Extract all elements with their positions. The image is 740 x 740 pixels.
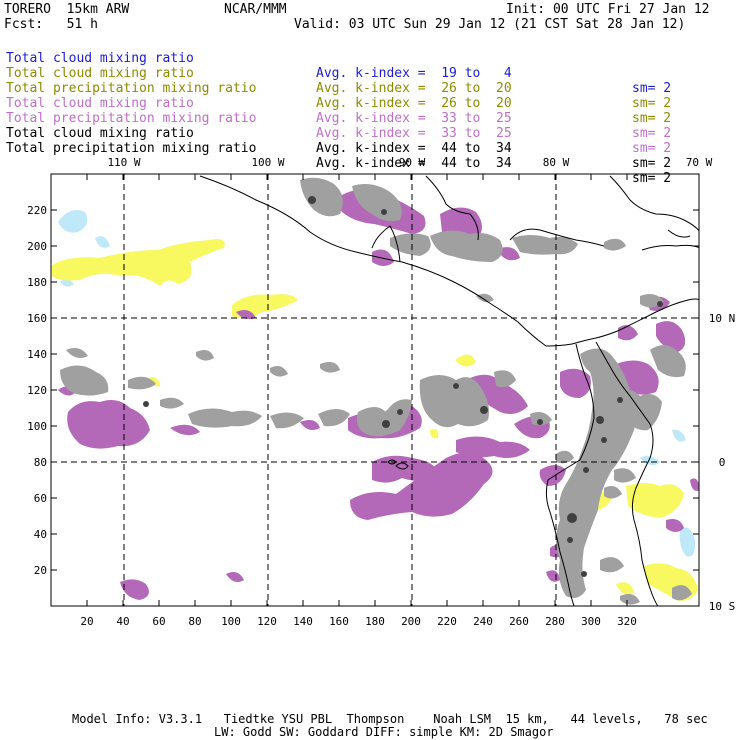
- x-tick-label: 260: [509, 615, 529, 628]
- legend-label: Total precipitation mixing ratio: [6, 81, 257, 96]
- legend-label: Total precipitation mixing ratio: [6, 111, 257, 126]
- longitude-label: 70 W: [686, 156, 713, 169]
- y-tick-label: 160: [27, 312, 47, 325]
- y-tick-label: 20: [34, 564, 47, 577]
- legend-sm: sm= 2: [632, 96, 672, 111]
- x-tick-label: 140: [293, 615, 313, 628]
- y-tick-label: 120: [27, 384, 47, 397]
- x-tick-label: 20: [80, 615, 93, 628]
- latitude-label: 10 S: [709, 600, 736, 613]
- init-time: Init: 00 UTC Fri 27 Jan 12: [506, 2, 710, 17]
- legend-label: Total cloud mixing ratio: [6, 51, 194, 66]
- legend-kindex: Avg. k-index = 44 to 34: [316, 141, 512, 156]
- dark-gray-shading: [143, 196, 663, 577]
- legend-kindex: Avg. k-index = 33 to 25: [316, 126, 512, 141]
- longitude-label: 100 W: [251, 156, 284, 169]
- x-tick-label: 240: [473, 615, 493, 628]
- legend-row: Total cloud mixing ratio Avg. k-index = …: [6, 51, 671, 126]
- legend-kindex: Avg. k-index = 26 to 20: [316, 81, 512, 96]
- latlon-grid: [51, 174, 699, 606]
- x-tick-label: 160: [329, 615, 349, 628]
- x-tick-label: 280: [545, 615, 565, 628]
- legend-row: Total precipitation mixing ratio Avg. k-…: [6, 96, 671, 171]
- x-tick-label: 300: [581, 615, 601, 628]
- legend-row: Total cloud mixing ratio Avg. k-index = …: [6, 81, 671, 156]
- latitude-label: 0: [719, 456, 726, 469]
- legend-kindex: Avg. k-index = 26 to 20: [316, 96, 512, 111]
- x-tick-label: 40: [116, 615, 129, 628]
- y-tick-label: 40: [34, 528, 47, 541]
- gray-shading: [60, 177, 692, 605]
- legend-sm: sm= 2: [632, 111, 672, 126]
- longitude-labels: 110 W 100 W 90 W 80 W 70 W: [107, 156, 712, 169]
- light-blue-shading: [58, 209, 696, 557]
- x-tick-label: 220: [437, 615, 457, 628]
- legend-sm: sm= 2: [632, 126, 672, 141]
- y-tick-label: 220: [27, 204, 47, 217]
- legend-label: Total precipitation mixing ratio: [6, 141, 257, 156]
- y-tick-label: 80: [34, 456, 47, 469]
- physics-info: LW: Godd SW: Goddard DIFF: simple KM: 2D…: [214, 725, 554, 739]
- legend-kindex: Avg. k-index = 33 to 25: [316, 111, 512, 126]
- x-tick-label: 180: [365, 615, 385, 628]
- x-tick-label: 80: [188, 615, 201, 628]
- center-label: NCAR/MMM: [224, 2, 287, 17]
- yellow-shading: [52, 239, 698, 601]
- legend-sm: sm= 2: [632, 171, 672, 186]
- valid-time: Valid: 03 UTC Sun 29 Jan 12 (21 CST Sat …: [294, 17, 686, 32]
- legend-sm: sm= 2: [632, 141, 672, 156]
- y-tick-label: 60: [34, 492, 47, 505]
- x-tick-label: 320: [617, 615, 637, 628]
- purple-shading: [58, 189, 699, 600]
- longitude-label: 110 W: [107, 156, 140, 169]
- longitude-label: 90 W: [399, 156, 426, 169]
- legend-sm: sm= 2: [632, 156, 672, 171]
- y-tick-label: 180: [27, 276, 47, 289]
- legend-kindex: Avg. k-index = 44 to 34: [316, 156, 512, 171]
- x-ticks: 20 40 60 80 100 120 140 160 180 200 220 240 260 280 30…: [80, 174, 637, 628]
- forecast-hour: Fcst: 51 h: [4, 17, 98, 32]
- legend-row: Total precipitation mixing ratio Avg. k-…: [6, 66, 671, 141]
- model-title: TORERO 15km ARW: [4, 2, 130, 17]
- legend-sm: sm= 2: [632, 81, 672, 96]
- y-tick-label: 140: [27, 348, 47, 361]
- model-info: Model Info: V3.3.1 Tiedtke YSU PBL Thomp…: [72, 712, 708, 726]
- field-layer: [51, 174, 699, 606]
- legend-row: Total cloud mixing ratio Avg. k-index = …: [6, 111, 671, 186]
- y-tick-label: 200: [27, 240, 47, 253]
- latitude-label: 10 N: [709, 312, 736, 325]
- x-tick-label: 100: [221, 615, 241, 628]
- longitude-label: 80 W: [543, 156, 570, 169]
- legend-label: Total cloud mixing ratio: [6, 66, 194, 81]
- legend-row: Total cloud mixing ratio Avg. k-index = …: [6, 36, 671, 111]
- legend-label: Total cloud mixing ratio: [6, 96, 194, 111]
- coastlines: [199, 175, 699, 606]
- y-ticks: 20 40 60 80 100 120 140 160 180 200 220: [27, 204, 699, 577]
- legend-kindex: Avg. k-index = 19 to 4: [316, 66, 512, 81]
- x-tick-label: 200: [401, 615, 421, 628]
- latitude-labels: 10 N 0 10 S: [709, 312, 736, 613]
- x-tick-label: 60: [152, 615, 165, 628]
- legend-label: Total cloud mixing ratio: [6, 126, 194, 141]
- x-tick-label: 120: [257, 615, 277, 628]
- y-tick-label: 100: [27, 420, 47, 433]
- legend-row: Total precipitation mixing ratio Avg. k-…: [6, 126, 671, 201]
